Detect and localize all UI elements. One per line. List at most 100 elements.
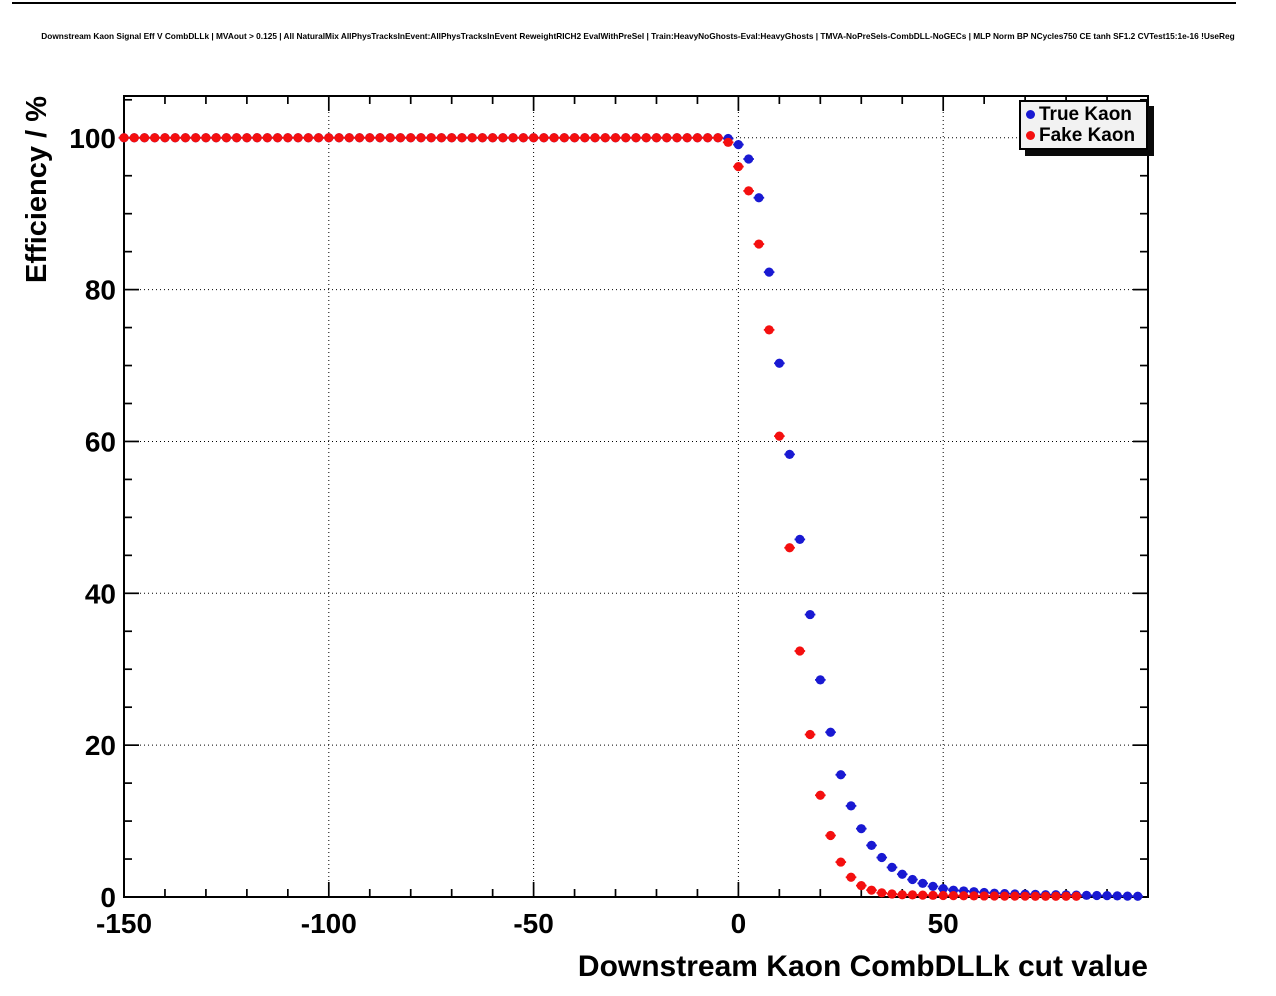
data-point bbox=[897, 869, 907, 879]
data-point bbox=[866, 840, 877, 850]
data-point bbox=[877, 888, 887, 898]
data-point bbox=[293, 133, 303, 143]
data-point bbox=[887, 862, 897, 872]
data-point bbox=[1030, 891, 1040, 901]
data-point bbox=[846, 872, 856, 882]
legend: True Kaon Fake Kaon bbox=[1019, 100, 1148, 150]
data-point bbox=[1061, 891, 1071, 901]
data-point bbox=[221, 133, 231, 143]
data-point bbox=[1071, 891, 1081, 901]
data-point bbox=[651, 133, 662, 143]
data-point bbox=[825, 727, 836, 737]
data-point bbox=[723, 137, 733, 147]
data-point bbox=[866, 885, 877, 895]
data-point bbox=[918, 890, 928, 900]
data-point bbox=[313, 133, 324, 143]
plot-title: Downstream Kaon Signal Eff V CombDLLk | … bbox=[41, 31, 1235, 41]
series-fake-kaon bbox=[118, 133, 1082, 901]
data-point bbox=[498, 133, 508, 143]
data-point bbox=[395, 133, 406, 143]
legend-item-true-kaon: True Kaon bbox=[1026, 105, 1146, 124]
data-point bbox=[1112, 891, 1122, 901]
data-point bbox=[354, 133, 365, 143]
data-point bbox=[170, 133, 180, 143]
data-point bbox=[887, 889, 897, 899]
data-point bbox=[1010, 891, 1020, 901]
data-point bbox=[1041, 891, 1051, 901]
data-point bbox=[774, 358, 784, 368]
data-point bbox=[836, 857, 846, 867]
data-point bbox=[436, 133, 447, 143]
data-point bbox=[129, 133, 139, 143]
data-point bbox=[785, 449, 795, 459]
data-point bbox=[774, 431, 784, 441]
x-axis-title: Downstream Kaon CombDLLk cut value bbox=[578, 950, 1148, 983]
canvas-top-border bbox=[12, 2, 1236, 4]
data-point bbox=[201, 133, 211, 143]
data-point bbox=[907, 890, 918, 900]
data-point bbox=[416, 133, 426, 143]
data-point bbox=[1020, 891, 1030, 901]
plot-frame bbox=[123, 95, 1149, 898]
data-point bbox=[252, 133, 262, 143]
data-point bbox=[365, 133, 375, 143]
data-point bbox=[825, 830, 836, 841]
data-point bbox=[815, 675, 825, 685]
data-point bbox=[334, 133, 344, 143]
data-point bbox=[1102, 891, 1112, 901]
data-point bbox=[948, 891, 959, 901]
data-point bbox=[918, 878, 928, 888]
data-point bbox=[1133, 891, 1143, 901]
data-point bbox=[600, 133, 610, 143]
data-point bbox=[877, 852, 887, 863]
data-point bbox=[488, 133, 498, 143]
data-point bbox=[928, 890, 938, 900]
data-point bbox=[508, 133, 518, 143]
legend-marker-icon bbox=[1026, 131, 1035, 141]
data-point bbox=[897, 890, 907, 900]
data-point bbox=[580, 133, 590, 143]
data-point bbox=[856, 881, 866, 891]
data-point bbox=[764, 267, 774, 277]
y-tick-label: 20 bbox=[85, 730, 116, 761]
data-point bbox=[385, 133, 395, 143]
x-tick-label: -50 bbox=[513, 908, 553, 939]
data-point bbox=[907, 874, 918, 885]
y-tick-label: 60 bbox=[85, 426, 116, 457]
data-point bbox=[764, 325, 774, 335]
data-point bbox=[590, 133, 600, 143]
data-point bbox=[283, 133, 293, 143]
data-point bbox=[119, 133, 129, 143]
data-point bbox=[426, 133, 436, 143]
data-point bbox=[610, 133, 621, 143]
data-point bbox=[273, 133, 283, 143]
data-point bbox=[191, 133, 201, 143]
data-point bbox=[928, 881, 938, 891]
data-point bbox=[457, 133, 467, 143]
tick-labels: -150 -100 -50 0 50 0 20 40 60 80 100 bbox=[69, 123, 958, 939]
data-point bbox=[1092, 890, 1102, 901]
data-point bbox=[549, 133, 559, 143]
data-point bbox=[703, 133, 713, 143]
y-tick-label: 100 bbox=[69, 123, 116, 154]
data-point bbox=[641, 133, 651, 143]
gridlines bbox=[124, 96, 1148, 897]
data-point bbox=[856, 824, 866, 834]
data-point bbox=[539, 133, 549, 143]
data-point bbox=[733, 162, 744, 172]
data-point bbox=[836, 770, 846, 780]
data-point bbox=[621, 133, 631, 143]
y-axis-title: Efficiency / % bbox=[21, 96, 53, 283]
data-point bbox=[662, 133, 672, 143]
data-point bbox=[160, 133, 170, 143]
data-point bbox=[1000, 891, 1010, 901]
data-point bbox=[805, 729, 815, 740]
data-point bbox=[232, 133, 242, 143]
data-point bbox=[529, 133, 539, 143]
data-point bbox=[1051, 891, 1061, 901]
data-point bbox=[785, 543, 795, 553]
legend-label: True Kaon bbox=[1039, 103, 1132, 125]
x-tick-label: 50 bbox=[928, 908, 959, 939]
